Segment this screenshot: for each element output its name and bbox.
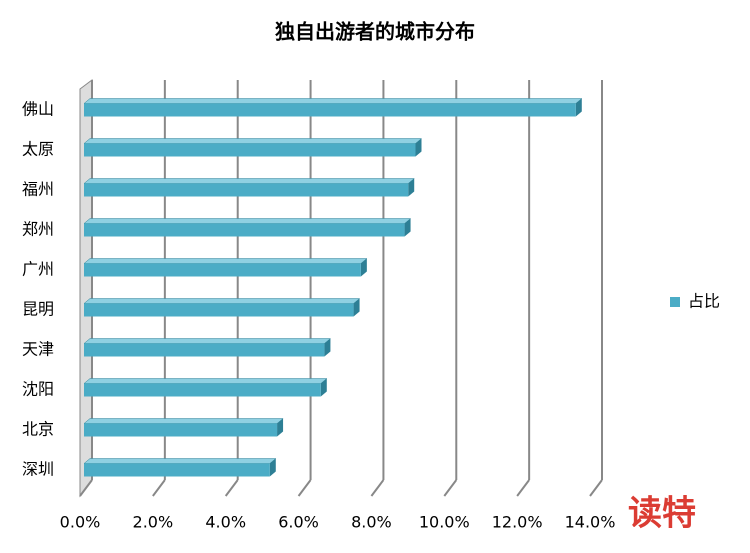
bar-side: [360, 258, 367, 277]
bar-side: [324, 338, 331, 357]
y-tick-label: 昆明: [22, 300, 54, 319]
bar-side: [277, 418, 284, 437]
y-tick-label: 郑州: [22, 220, 54, 239]
x-tick-label: 14.0%: [565, 513, 616, 532]
bar: [84, 303, 354, 317]
y-tick-label: 福州: [22, 180, 54, 199]
x-tick-label: 8.0%: [351, 513, 392, 532]
bar-side: [408, 178, 415, 197]
floor-grid-line: [297, 479, 312, 497]
floor-grid-line: [589, 479, 603, 497]
bar-side: [353, 298, 360, 317]
x-tick-label: 6.0%: [278, 513, 319, 532]
y-tick-label: 深圳: [22, 460, 54, 479]
x-tick-label: 4.0%: [205, 513, 246, 532]
x-tick-label: 0.0%: [60, 513, 101, 532]
bar-top: [83, 338, 332, 344]
x-tick-label: 2.0%: [133, 513, 174, 532]
y-tick-label: 佛山: [22, 100, 54, 119]
bar: [84, 383, 321, 397]
floor-grid-line: [370, 479, 385, 497]
x-tick-label: 10.0%: [419, 513, 470, 532]
bar-top: [83, 218, 412, 224]
legend-swatch: [670, 297, 680, 307]
bar-top: [83, 258, 368, 264]
floor-grid-line: [516, 479, 530, 497]
bar: [84, 183, 409, 197]
bar: [84, 223, 405, 237]
y-tick-label: 沈阳: [22, 380, 54, 399]
bar: [84, 143, 416, 157]
watermark: 读特: [628, 494, 696, 534]
bar-side: [269, 458, 276, 477]
bar-side: [320, 378, 327, 397]
floor-grid-line: [443, 479, 458, 497]
bar-top: [83, 178, 415, 184]
bar-top: [83, 418, 284, 424]
y-tick-label: 天津: [22, 340, 54, 359]
bar: [84, 103, 576, 117]
bar-top: [83, 138, 423, 144]
floor-grid-line: [79, 479, 93, 497]
bar-side: [575, 98, 582, 117]
y-tick-label: 太原: [22, 140, 54, 159]
bar: [84, 263, 361, 277]
chart-title: 独自出游者的城市分布: [275, 20, 475, 44]
bar-top: [83, 98, 583, 104]
bar-side: [415, 138, 422, 157]
bar-side: [404, 218, 411, 237]
bar: [84, 463, 270, 477]
x-tick-label: 12.0%: [492, 513, 543, 532]
floor-grid-line: [152, 479, 166, 497]
legend-label: 占比: [688, 292, 720, 311]
bar-top: [83, 458, 277, 464]
bar: [84, 423, 278, 437]
floor-grid-line: [224, 479, 239, 497]
bar-top: [83, 378, 328, 384]
y-tick-label: 北京: [22, 420, 54, 439]
bar-top: [83, 298, 361, 304]
bar: [84, 343, 325, 357]
y-tick-label: 广州: [22, 260, 54, 279]
